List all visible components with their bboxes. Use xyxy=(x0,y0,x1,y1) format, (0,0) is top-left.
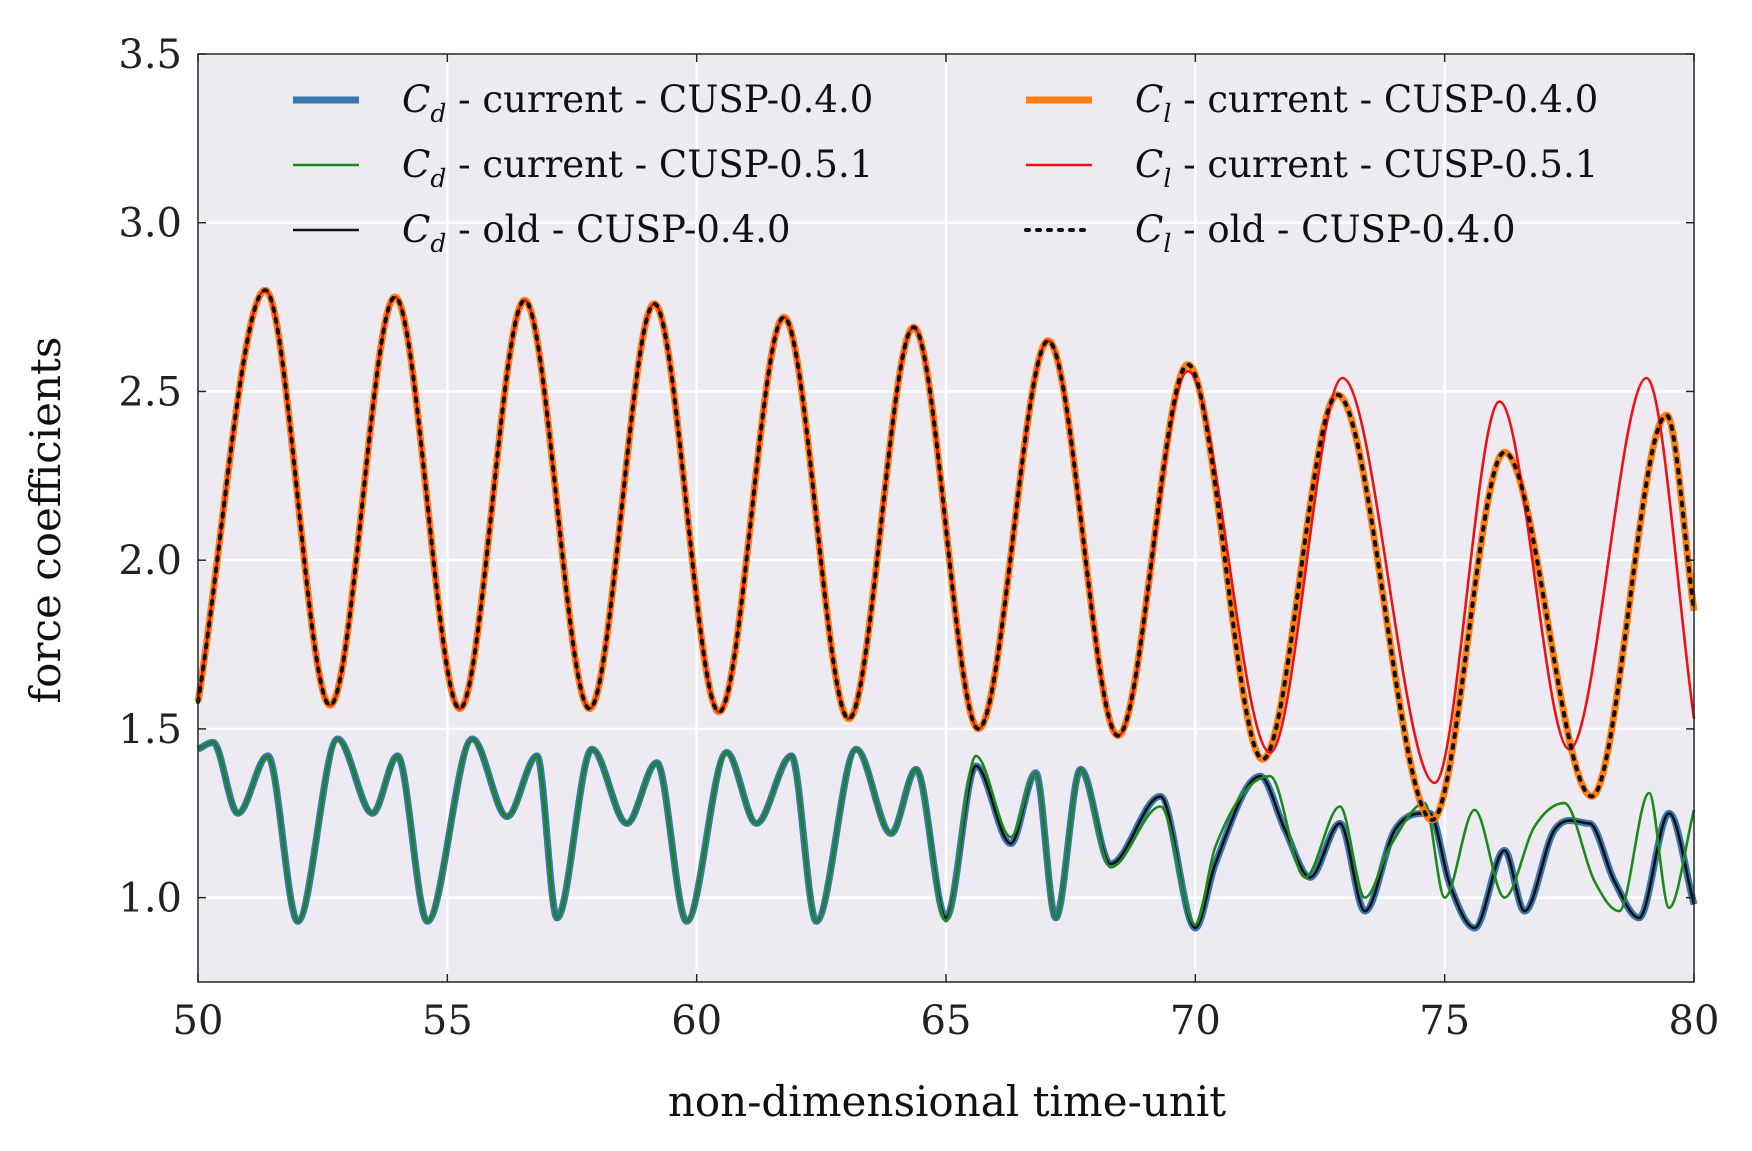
y-axis-title: force coefficients xyxy=(21,337,70,704)
x-tick-label-1: 55 xyxy=(422,998,473,1044)
legend-symbol: C xyxy=(1135,208,1163,251)
y-tick-label-0: 1.0 xyxy=(118,876,182,922)
legend-subscript: l xyxy=(1163,229,1171,258)
series-line-1 xyxy=(197,737,1696,926)
legend-symbol: C xyxy=(1135,78,1163,121)
series-line-5 xyxy=(196,288,1696,822)
x-axis-title: non-dimensional time-unit xyxy=(668,1077,1226,1126)
legend-text-rest: - current - CUSP-0.5.1 xyxy=(1171,143,1598,186)
legend-label: Cd - current - CUSP-0.5.1 xyxy=(402,143,873,193)
legend-symbol: C xyxy=(402,78,430,121)
legend-text-rest: - current - CUSP-0.4.0 xyxy=(446,78,873,121)
y-tick-label-1: 1.5 xyxy=(118,707,182,753)
y-tick-label-5: 3.5 xyxy=(118,32,182,78)
legend-subscript: d xyxy=(430,229,446,258)
legend-entry-2: Cd - old - CUSP-0.4.0 xyxy=(293,208,791,258)
legend-entry-3: Cl - current - CUSP-0.4.0 xyxy=(1026,78,1598,128)
legend-label: Cd - old - CUSP-0.4.0 xyxy=(402,208,791,258)
legend-text-rest: - current - CUSP-0.5.1 xyxy=(446,143,873,186)
legend-entry-5: Cl - old - CUSP-0.4.0 xyxy=(1024,208,1516,258)
x-tick-label-6: 80 xyxy=(1669,998,1720,1044)
legend-symbol: C xyxy=(402,143,430,186)
tick-labels: 50 55 60 65 70 75 80 1.0 1.5 2.0 2.5 3.0 3.5 xyxy=(118,32,1719,1044)
legend-symbol: C xyxy=(402,208,430,251)
legend-text-rest: - current - CUSP-0.4.0 xyxy=(1171,78,1598,121)
x-tick-label-4: 70 xyxy=(1170,998,1221,1044)
y-tick-label-4: 3.0 xyxy=(118,201,182,247)
axes xyxy=(197,53,1695,983)
y-tick-label-3: 2.5 xyxy=(118,369,182,415)
x-tick-label-3: 65 xyxy=(921,998,972,1044)
y-tick-label-2: 2.0 xyxy=(118,538,182,584)
legend-entry-1: Cd - current - CUSP-0.5.1 xyxy=(293,143,873,193)
legend-text-rest: - old - CUSP-0.4.0 xyxy=(446,208,790,251)
series-lines xyxy=(194,286,1698,932)
legend-symbol: C xyxy=(1135,143,1163,186)
x-tick-label-2: 60 xyxy=(671,998,722,1044)
legend-subscript: l xyxy=(1163,164,1171,193)
legend-label: Cl - old - CUSP-0.4.0 xyxy=(1135,208,1516,258)
x-tick-label-0: 50 xyxy=(173,998,224,1044)
x-tick-label-5: 75 xyxy=(1419,998,1470,1044)
legend-subscript: d xyxy=(430,164,446,193)
legend-subscript: l xyxy=(1163,99,1171,128)
legend-entry-0: Cd - current - CUSP-0.4.0 xyxy=(293,78,873,128)
legend-label: Cl - current - CUSP-0.5.1 xyxy=(1135,143,1598,193)
legend-text-rest: - old - CUSP-0.4.0 xyxy=(1171,208,1515,251)
legend-label: Cd - current - CUSP-0.4.0 xyxy=(402,78,873,128)
legend-subscript: d xyxy=(430,99,446,128)
legend: Cd - current - CUSP-0.4.0Cd - current - … xyxy=(293,78,1598,258)
legend-entry-4: Cl - current - CUSP-0.5.1 xyxy=(1026,143,1598,193)
legend-label: Cl - current - CUSP-0.4.0 xyxy=(1135,78,1598,128)
